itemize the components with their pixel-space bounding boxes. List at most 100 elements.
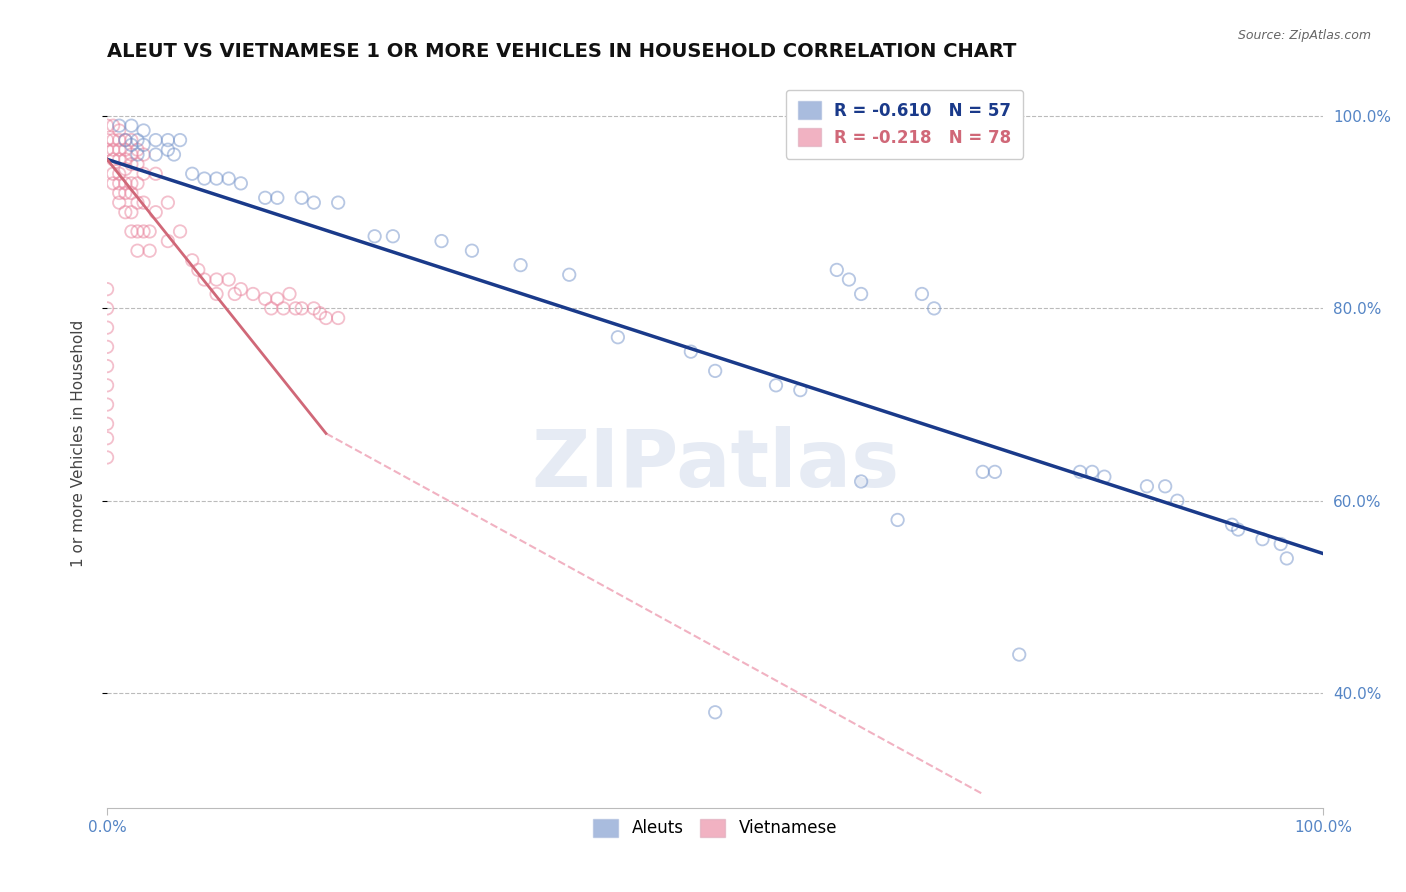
- Point: [886, 513, 908, 527]
- Point: [187, 263, 209, 277]
- Point: [101, 133, 124, 147]
- Point: [1136, 479, 1159, 493]
- Point: [156, 133, 179, 147]
- Point: [156, 234, 179, 248]
- Point: [120, 133, 142, 147]
- Point: [284, 301, 307, 316]
- Point: [101, 143, 124, 157]
- Point: [169, 224, 191, 238]
- Y-axis label: 1 or more Vehicles in Household: 1 or more Vehicles in Household: [72, 319, 86, 566]
- Point: [911, 287, 934, 301]
- Point: [363, 229, 385, 244]
- Point: [96, 119, 118, 133]
- Point: [96, 143, 118, 157]
- Point: [1227, 523, 1250, 537]
- Point: [108, 177, 131, 191]
- Point: [1220, 517, 1243, 532]
- Point: [120, 186, 142, 200]
- Point: [132, 137, 155, 152]
- Point: [1154, 479, 1177, 493]
- Point: [120, 119, 142, 133]
- Point: [169, 133, 191, 147]
- Text: ALEUT VS VIETNAMESE 1 OR MORE VEHICLES IN HOUSEHOLD CORRELATION CHART: ALEUT VS VIETNAMESE 1 OR MORE VEHICLES I…: [107, 42, 1017, 61]
- Point: [1008, 648, 1031, 662]
- Point: [108, 119, 131, 133]
- Point: [193, 171, 215, 186]
- Point: [145, 167, 167, 181]
- Point: [96, 282, 118, 296]
- Point: [1270, 537, 1292, 551]
- Point: [156, 195, 179, 210]
- Point: [132, 147, 155, 161]
- Point: [825, 263, 848, 277]
- Point: [266, 191, 288, 205]
- Point: [114, 153, 136, 167]
- Point: [291, 301, 314, 316]
- Point: [1069, 465, 1091, 479]
- Point: [266, 292, 288, 306]
- Point: [205, 287, 228, 301]
- Point: [96, 359, 118, 373]
- Point: [120, 147, 142, 161]
- Point: [108, 186, 131, 200]
- Point: [1251, 532, 1274, 546]
- Point: [972, 465, 994, 479]
- Point: [127, 133, 149, 147]
- Point: [145, 205, 167, 219]
- Point: [108, 153, 131, 167]
- Point: [260, 301, 283, 316]
- Point: [273, 301, 295, 316]
- Point: [138, 224, 160, 238]
- Point: [302, 195, 325, 210]
- Point: [205, 272, 228, 286]
- Text: Source: ZipAtlas.com: Source: ZipAtlas.com: [1237, 29, 1371, 42]
- Point: [114, 177, 136, 191]
- Point: [163, 147, 186, 161]
- Legend: Aleuts, Vietnamese: Aleuts, Vietnamese: [586, 812, 844, 844]
- Point: [430, 234, 453, 248]
- Point: [205, 171, 228, 186]
- Point: [278, 287, 301, 301]
- Point: [114, 133, 136, 147]
- Point: [328, 311, 350, 326]
- Point: [145, 133, 167, 147]
- Point: [101, 153, 124, 167]
- Point: [127, 157, 149, 171]
- Point: [96, 417, 118, 431]
- Point: [96, 431, 118, 445]
- Point: [254, 191, 277, 205]
- Point: [679, 344, 702, 359]
- Point: [302, 301, 325, 316]
- Point: [606, 330, 628, 344]
- Point: [127, 143, 149, 157]
- Point: [114, 133, 136, 147]
- Point: [1275, 551, 1298, 566]
- Point: [218, 171, 240, 186]
- Point: [558, 268, 581, 282]
- Point: [127, 224, 149, 238]
- Point: [127, 195, 149, 210]
- Point: [127, 147, 149, 161]
- Point: [108, 167, 131, 181]
- Point: [120, 157, 142, 171]
- Point: [838, 272, 860, 286]
- Point: [229, 177, 252, 191]
- Point: [138, 244, 160, 258]
- Point: [181, 167, 204, 181]
- Point: [849, 287, 872, 301]
- Point: [704, 364, 727, 378]
- Point: [96, 450, 118, 465]
- Point: [96, 398, 118, 412]
- Point: [181, 253, 204, 268]
- Point: [132, 224, 155, 238]
- Point: [984, 465, 1007, 479]
- Point: [127, 244, 149, 258]
- Point: [291, 191, 314, 205]
- Point: [120, 224, 142, 238]
- Point: [509, 258, 531, 272]
- Point: [242, 287, 264, 301]
- Point: [108, 133, 131, 147]
- Point: [229, 282, 252, 296]
- Point: [1081, 465, 1104, 479]
- Point: [96, 320, 118, 334]
